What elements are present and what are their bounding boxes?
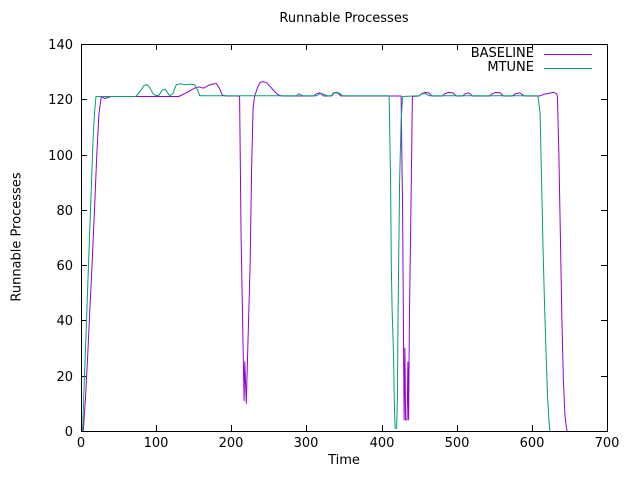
legend-sample-mtune bbox=[544, 67, 592, 69]
chart-title: Runnable Processes bbox=[279, 11, 409, 26]
legend-label-mtune: MTUNE bbox=[487, 60, 534, 75]
series-line-mtune bbox=[82, 83, 551, 432]
legend-row-mtune: MTUNE bbox=[340, 61, 592, 75]
legend-sample-baseline bbox=[544, 53, 592, 55]
x-axis-label: Time bbox=[328, 453, 360, 468]
y-tick-label: 60 bbox=[56, 259, 73, 274]
x-tick-label: 100 bbox=[144, 436, 169, 451]
legend-row-baseline: BASELINE bbox=[340, 47, 592, 61]
y-tick-label: 120 bbox=[48, 93, 73, 108]
x-tick-label: 700 bbox=[595, 436, 620, 451]
legend: BASELINE MTUNE bbox=[340, 47, 592, 75]
x-tick-label: 200 bbox=[219, 436, 244, 451]
y-tick-label: 100 bbox=[48, 149, 73, 164]
x-tick-label: 400 bbox=[370, 436, 395, 451]
y-tick-label: 20 bbox=[56, 370, 73, 385]
y-tick-label: 0 bbox=[65, 425, 73, 440]
series-line-baseline bbox=[82, 81, 568, 432]
y-tick-label: 80 bbox=[56, 204, 73, 219]
y-tick-label: 140 bbox=[48, 38, 73, 53]
x-tick-label: 300 bbox=[294, 436, 319, 451]
y-tick-label: 40 bbox=[56, 314, 73, 329]
legend-label-baseline: BASELINE bbox=[470, 46, 534, 61]
x-tick-label: 0 bbox=[77, 436, 85, 451]
y-axis-label: Runnable Processes bbox=[9, 172, 25, 302]
x-tick-label: 600 bbox=[520, 436, 545, 451]
plot-border bbox=[81, 44, 608, 432]
x-tick-label: 500 bbox=[445, 436, 470, 451]
